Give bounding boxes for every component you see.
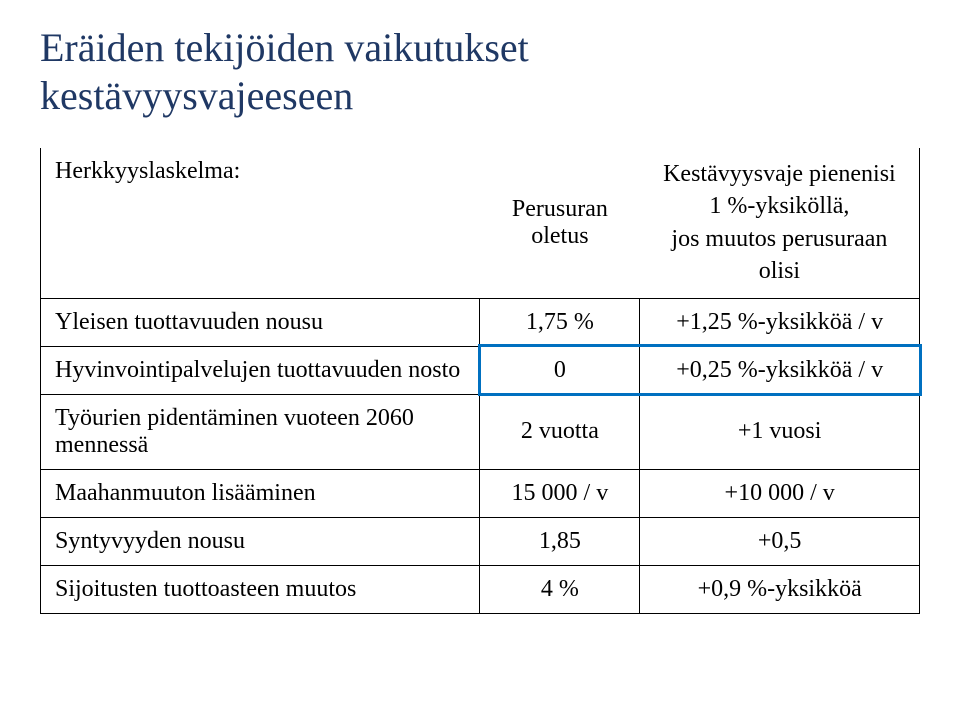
table-row: Sijoitusten tuottoasteen muutos 4 % +0,9… (41, 565, 920, 613)
table-header-row: Herkkyyslaskelma: Perusuran oletus Kestä… (41, 148, 920, 298)
header-cell-2: Perusuran oletus (480, 148, 640, 298)
header-text-1: Herkkyyslaskelma: (55, 158, 240, 184)
table-row: Työurien pidentäminen vuoteen 2060 menne… (41, 394, 920, 469)
cell: 2 vuotta (480, 394, 640, 469)
table-row: Syntyvyyden nousu 1,85 +0,5 (41, 517, 920, 565)
sensitivity-table: Herkkyyslaskelma: Perusuran oletus Kestä… (40, 148, 920, 614)
title-line-2: kestävyysvajeeseen (40, 73, 353, 118)
cell: +1 vuosi (640, 394, 920, 469)
slide: Eräiden tekijöiden vaikutukset kestävyys… (0, 0, 960, 720)
header-cell-3: Kestävyysvaje pienenisi 1 %-yksiköllä, j… (640, 148, 920, 298)
cell: +0,9 %-yksikköä (640, 565, 920, 613)
table-row: Maahanmuuton lisääminen 15 000 / v +10 0… (41, 469, 920, 517)
table-row: Hyvinvointipalvelujen tuottavuuden nosto… (41, 346, 920, 394)
cell: +0,5 (640, 517, 920, 565)
header-text-3c: jos muutos perusuraan olisi (671, 226, 887, 284)
cell: Yleisen tuottavuuden nousu (41, 298, 480, 346)
cell: Maahanmuuton lisääminen (41, 469, 480, 517)
cell: 4 % (480, 565, 640, 613)
header-text-2b: oletus (531, 223, 588, 249)
cell: Sijoitusten tuottoasteen muutos (41, 565, 480, 613)
cell: +10 000 / v (640, 469, 920, 517)
cell: +0,25 %-yksikköä / v (640, 346, 920, 394)
cell: 15 000 / v (480, 469, 640, 517)
table-row: Yleisen tuottavuuden nousu 1,75 % +1,25 … (41, 298, 920, 346)
cell: +1,25 %-yksikköä / v (640, 298, 920, 346)
header-text-3a: Kestävyysvaje pienenisi (663, 161, 896, 187)
cell: Hyvinvointipalvelujen tuottavuuden nosto (41, 346, 480, 394)
slide-title: Eräiden tekijöiden vaikutukset kestävyys… (40, 24, 920, 120)
cell: Työurien pidentäminen vuoteen 2060 menne… (41, 394, 480, 469)
cell: Syntyvyyden nousu (41, 517, 480, 565)
header-text-3b: 1 %-yksiköllä, (709, 193, 849, 219)
title-line-1: Eräiden tekijöiden vaikutukset (40, 25, 529, 70)
cell: 1,75 % (480, 298, 640, 346)
header-text-2a: Perusuran (512, 196, 608, 222)
cell: 0 (480, 346, 640, 394)
header-cell-1: Herkkyyslaskelma: (41, 148, 480, 298)
cell: 1,85 (480, 517, 640, 565)
